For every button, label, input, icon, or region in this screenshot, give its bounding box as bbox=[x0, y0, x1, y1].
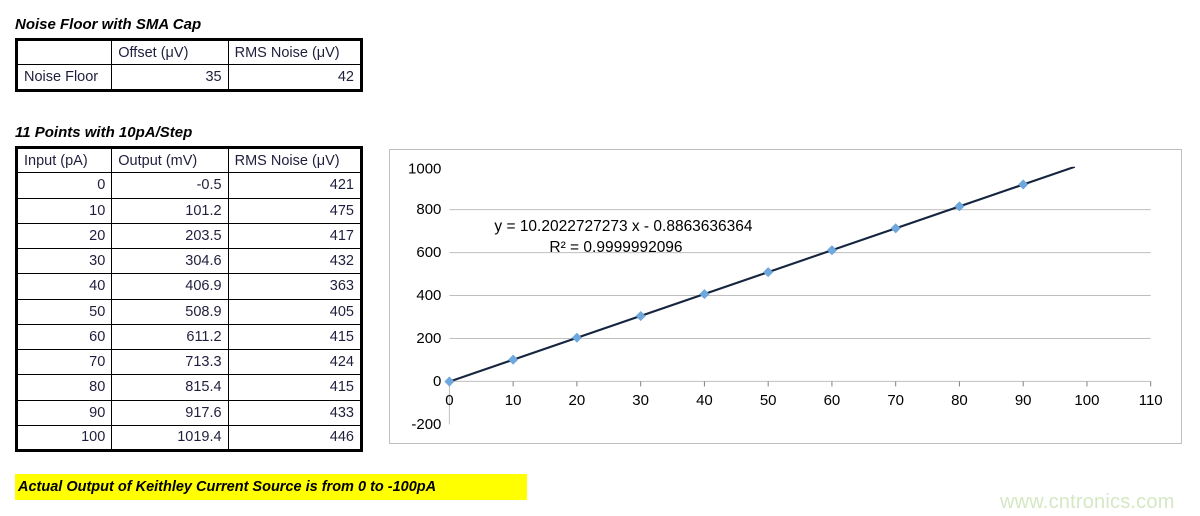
svg-text:1000: 1000 bbox=[408, 161, 441, 178]
svg-text:0: 0 bbox=[446, 392, 454, 409]
svg-text:10: 10 bbox=[505, 392, 522, 409]
svg-text:200: 200 bbox=[417, 330, 442, 347]
svg-text:400: 400 bbox=[417, 287, 442, 304]
svg-text:40: 40 bbox=[696, 392, 713, 409]
svg-text:-200: -200 bbox=[412, 416, 442, 433]
svg-text:y = 10.2022727273 x - 0.886363: y = 10.2022727273 x - 0.8863636364 bbox=[495, 218, 754, 235]
svg-text:80: 80 bbox=[951, 392, 968, 409]
svg-text:50: 50 bbox=[760, 392, 777, 409]
svg-text:600: 600 bbox=[417, 244, 442, 261]
svg-text:R² = 0.9999992096: R² = 0.9999992096 bbox=[550, 239, 683, 256]
svg-text:110: 110 bbox=[1139, 392, 1163, 409]
svg-text:60: 60 bbox=[824, 392, 841, 409]
svg-text:800: 800 bbox=[417, 201, 442, 218]
svg-text:30: 30 bbox=[633, 392, 650, 409]
svg-text:20: 20 bbox=[569, 392, 586, 409]
svg-text:90: 90 bbox=[1015, 392, 1032, 409]
svg-text:0: 0 bbox=[433, 373, 441, 390]
svg-text:70: 70 bbox=[888, 392, 905, 409]
svg-text:100: 100 bbox=[1075, 392, 1100, 409]
